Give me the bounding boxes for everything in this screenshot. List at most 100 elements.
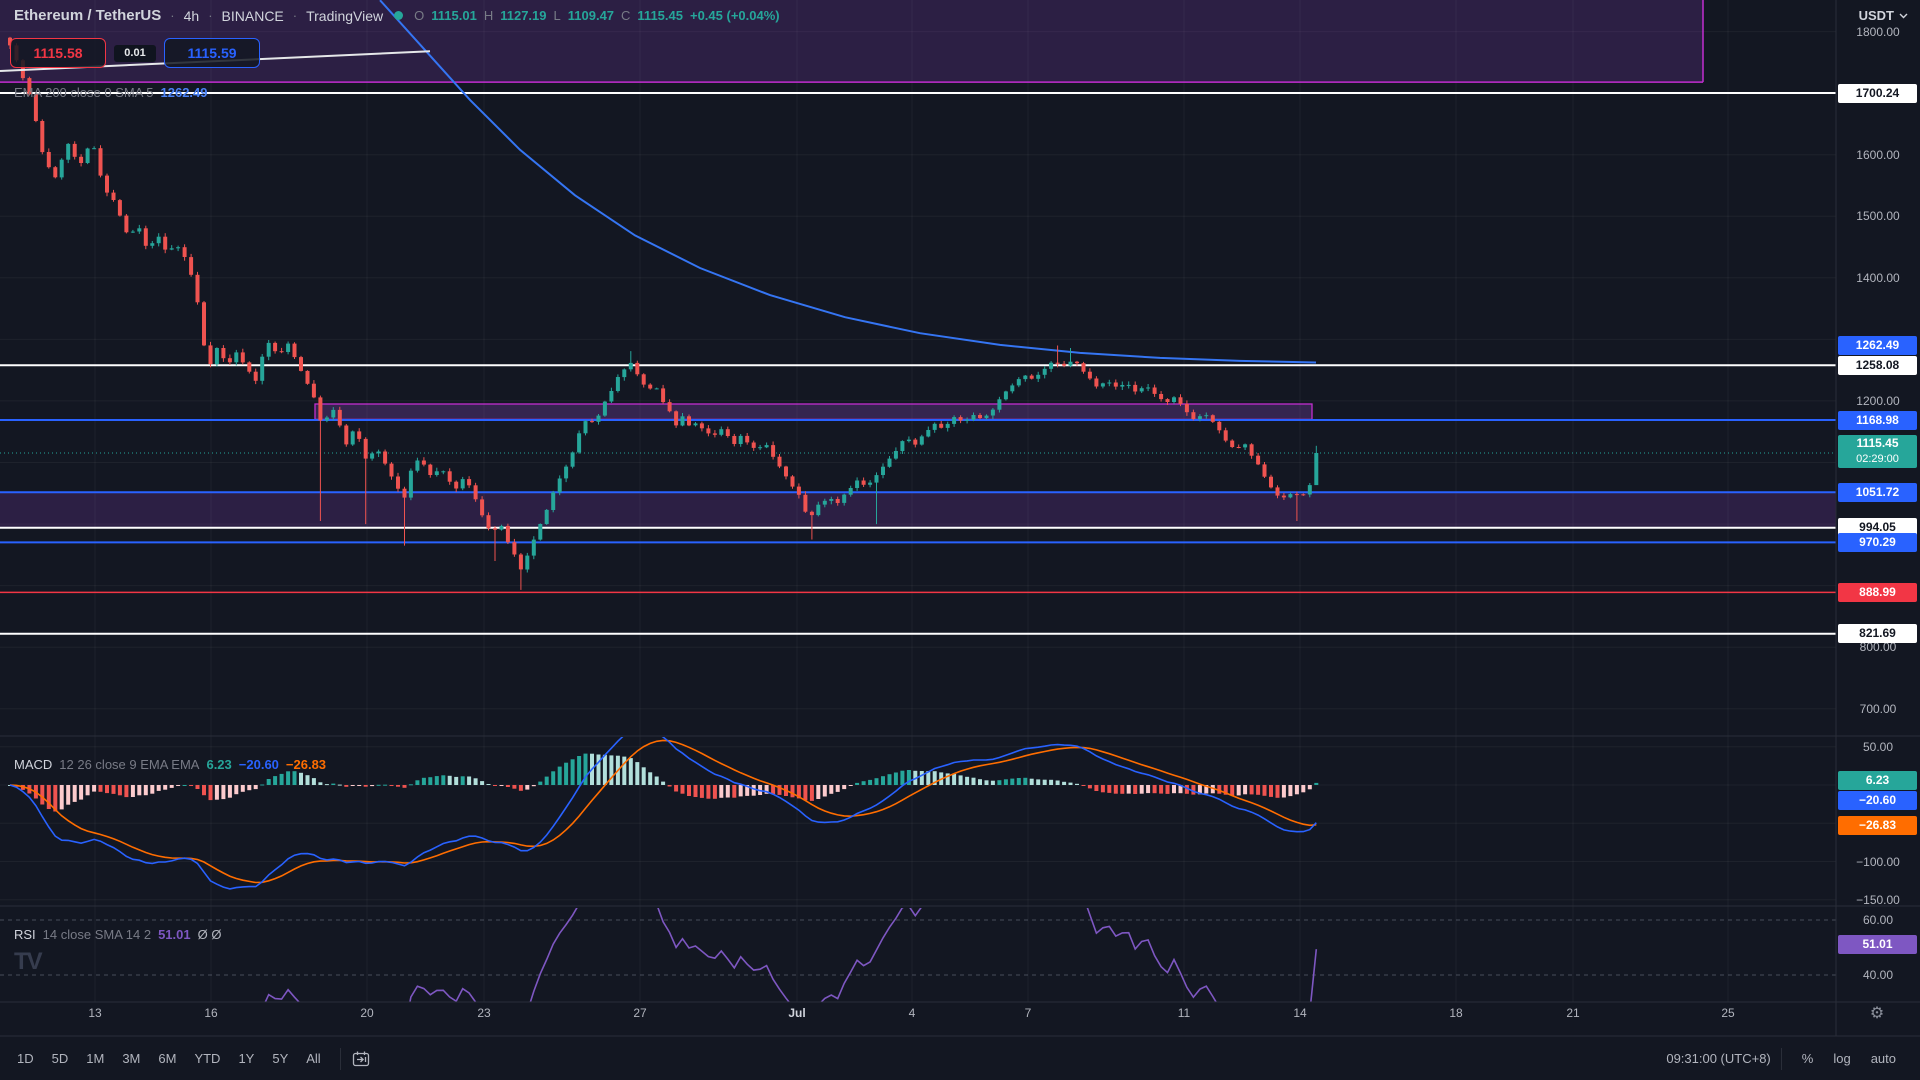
rsi-axis-label: 40.00 [1862,968,1894,982]
rsi-legend: RSI 14 close SMA 14 2 51.01 Ø Ø [14,927,221,942]
ohlc-readout: O 1115.01 H 1127.19 L 1109.47 C 1115.45 +0.4… [414,8,779,23]
time-tick: 23 [477,1006,491,1020]
macd-name[interactable]: MACD [14,757,53,772]
macd-legend: MACD 12 26 close 9 EMA EMA 6.23 −20.60 −… [14,757,326,772]
range-button-3m[interactable]: 3M [122,1051,141,1066]
macd-params: 12 26 close 9 EMA EMA [59,757,200,772]
separator-dot: · [292,8,298,23]
high-label: H [483,8,494,23]
low-value: 1109.47 [567,8,615,23]
close-value: 1115.45 [637,8,683,23]
open-label: O [414,8,425,23]
time-tick: 20 [360,1006,374,1020]
price-badge: 888.99 [1838,582,1917,602]
range-button-5y[interactable]: 5Y [272,1051,289,1066]
price-axis-label: 1500.00 [1856,209,1900,224]
rsi-value: 51.01 [158,927,191,942]
time-tick: 11 [1177,1006,1191,1020]
ema-legend: EMA 200 close 0 SMA 5 1262.49 [14,85,208,100]
macd-axis-label: 50.00 [1862,739,1894,754]
time-tick: 14 [1293,1006,1307,1020]
price-axis-label: 1600.00 [1856,147,1900,162]
low-label: L [553,8,561,23]
time-tick: 7 [1024,1006,1032,1020]
price-badge: −26.83 [1838,816,1917,836]
time-tick: 16 [204,1006,218,1020]
price-badge: 994.05 [1838,518,1917,538]
auto-scale-button[interactable]: auto [1870,1051,1896,1066]
time-tick: 25 [1721,1006,1735,1020]
range-button-1y[interactable]: 1Y [238,1051,255,1066]
time-tick: 27 [633,1006,647,1020]
ema-value: 1262.49 [160,85,208,100]
calendar-arrow-icon [352,1051,369,1066]
price-axis-label: 1400.00 [1856,270,1900,285]
rsi-hidden-values: Ø Ø [197,927,222,942]
separator-dot: · [170,8,175,23]
price-badge: 1168.98 [1838,410,1917,430]
date-range-buttons: 1D 5D 1M 3M 6M YTD 1Y 5Y All [8,1047,330,1070]
percent-scale-button[interactable]: % [1801,1051,1814,1066]
timezone-settings-gear-icon[interactable]: ⚙ [1869,1005,1885,1022]
price-badge: 1258.08 [1838,355,1917,375]
range-button-1m[interactable]: 1M [86,1051,105,1066]
separator-dot: · [208,8,213,23]
sell-button[interactable]: 1115.58 [10,38,106,68]
toolbar-divider [339,1047,341,1070]
macd-signal-value: −26.83 [285,757,327,772]
range-button-6m[interactable]: 6M [158,1051,177,1066]
buy-sell-panel: 1115.58 0.01 1115.59 [10,38,260,68]
tradingview-watermark-logo: TV [14,948,43,975]
spread-value: 0.01 [114,44,156,62]
ema-params: 200 close 0 SMA 5 [45,85,154,100]
price-badge: 970.29 [1838,532,1917,552]
chevron-down-icon [1899,13,1908,18]
price-badge: 1262.49 [1838,335,1917,355]
time-tick: 18 [1449,1006,1463,1020]
symbol-title[interactable]: Ethereum / TetherUS [14,7,162,24]
current-price-badge: 1115.45 02:29:00 [1838,434,1917,468]
axis-currency-toggle[interactable]: USDT [1859,8,1908,23]
log-scale-button[interactable]: log [1833,1051,1851,1066]
price-axis-label: 1800.00 [1856,24,1900,39]
chart-legend-header: Ethereum / TetherUS · 4h · BINANCE · Tra… [14,7,780,24]
time-tick: 4 [908,1006,916,1020]
range-button-ytd[interactable]: YTD [194,1051,221,1066]
bottom-toolbar: 1D 5D 1M 3M 6M YTD 1Y 5Y All 09:31:00 (UTC+8) % … [0,1037,1920,1080]
vendor-label: TradingView [306,7,384,24]
close-label: C [621,8,631,23]
price-badge: 821.69 [1838,624,1917,644]
range-button-all[interactable]: All [306,1051,321,1066]
price-axis-label: 800.00 [1859,640,1897,655]
ema-name[interactable]: EMA [14,85,42,100]
price-badge: 1051.72 [1838,482,1917,502]
high-value: 1127.19 [500,8,547,23]
range-button-1d[interactable]: 1D [17,1051,34,1066]
time-tick: Jul [788,1006,806,1020]
exchange-label: BINANCE [221,7,284,24]
toolbar-divider [1780,1047,1782,1070]
price-badge: 6.23 [1838,770,1917,790]
currency-label: USDT [1858,8,1894,23]
price-badge: 51.01 [1838,935,1917,955]
clock-label: 09:31:00 (UTC+8) [1666,1051,1771,1066]
time-tick: 13 [88,1006,102,1020]
open-value: 1115.01 [431,8,477,23]
macd-axis-label: −100.00 [1856,854,1900,869]
rsi-name[interactable]: RSI [14,927,36,942]
range-button-5d[interactable]: 5D [51,1051,69,1066]
go-to-date-button[interactable] [351,1050,371,1068]
interval-label[interactable]: 4h [183,7,200,24]
price-axis-label: 700.00 [1859,701,1897,716]
rsi-params: 14 close SMA 14 2 [42,927,152,942]
price-badge: −20.60 [1838,791,1917,811]
time-tick: 21 [1566,1006,1580,1020]
buy-button[interactable]: 1115.59 [164,38,260,68]
macd-line-value: −20.60 [238,757,279,772]
price-badge: 1700.24 [1838,83,1917,103]
change-value: +0.45 (+0.04%) [689,8,780,23]
market-status-icon [394,11,404,20]
rsi-axis-label: 60.00 [1862,913,1894,927]
